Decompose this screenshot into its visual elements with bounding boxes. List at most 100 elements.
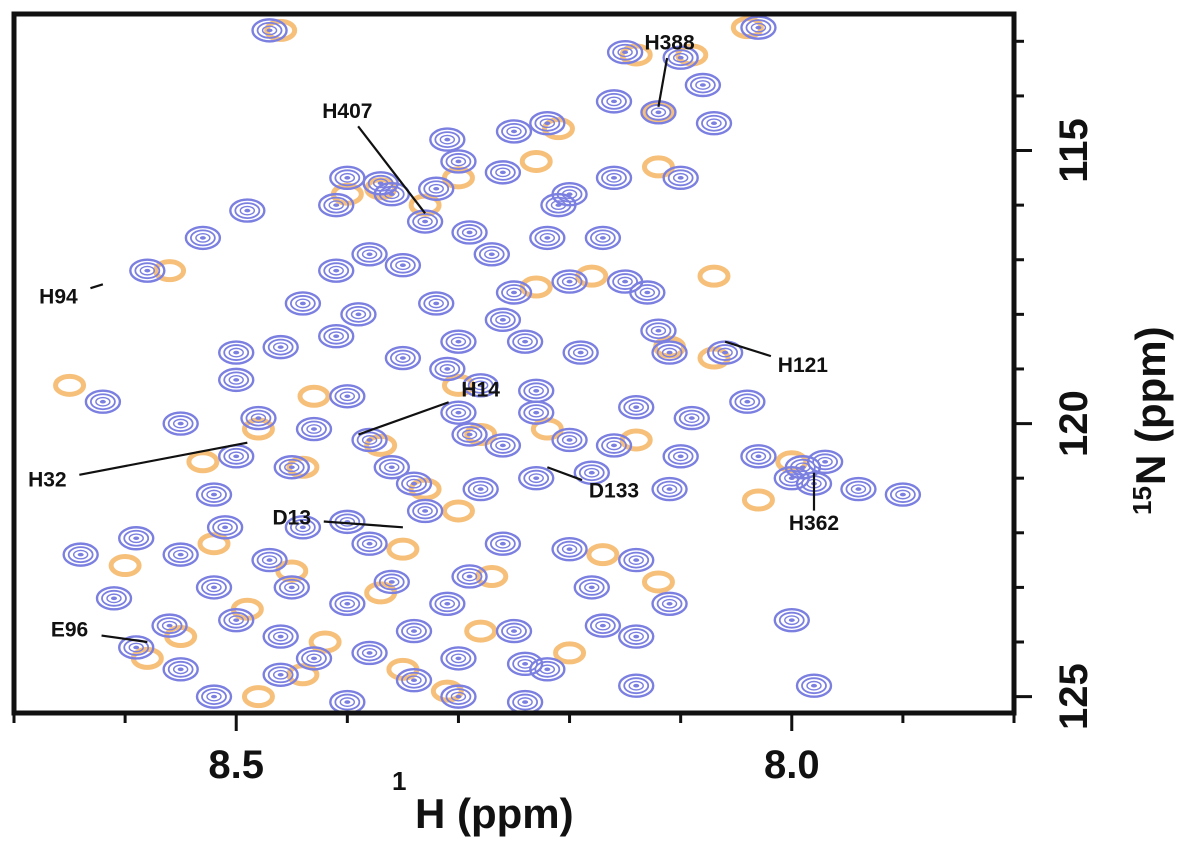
annotation-h407: H407	[322, 100, 426, 214]
peak-center	[599, 623, 606, 628]
peak-contour	[778, 611, 805, 629]
peak-contour	[795, 673, 833, 698]
peak-contour	[234, 202, 261, 219]
peak-contour	[206, 489, 222, 500]
peak-contour	[556, 273, 583, 290]
peak-contour	[384, 577, 400, 587]
peak-contour	[450, 691, 467, 702]
peak-contour	[667, 169, 694, 187]
peak-contour	[629, 280, 666, 305]
peak-contour	[601, 169, 627, 187]
peak-center	[677, 454, 684, 459]
peak-contour	[261, 25, 278, 36]
peak-contour	[806, 449, 844, 474]
peak-center	[899, 492, 906, 497]
peak-center	[288, 585, 295, 590]
peak-blue	[451, 564, 488, 589]
peak-contour	[534, 229, 561, 247]
peak-contour	[467, 376, 494, 394]
peak-contour	[184, 225, 222, 251]
annotation-h14: H14	[358, 378, 500, 436]
peak-contour	[617, 47, 633, 58]
peak-contour	[462, 373, 499, 398]
peak-center	[477, 383, 484, 388]
peak-contour	[434, 360, 461, 378]
peak-center	[433, 301, 440, 306]
peak-contour	[278, 458, 305, 476]
peak-contour	[740, 15, 777, 40]
peak-contour	[72, 549, 89, 560]
peak-contour	[662, 165, 699, 191]
peak-contour	[440, 646, 477, 671]
peak-blue	[84, 389, 122, 414]
peak-contour	[395, 618, 433, 644]
peak-contour	[345, 305, 372, 323]
peak-contour	[495, 538, 511, 549]
peak-contour	[645, 322, 672, 340]
peak-contour	[318, 192, 355, 218]
peak-contour	[239, 205, 256, 216]
peak-contour	[128, 533, 144, 544]
peak-orange	[297, 384, 331, 408]
peak-center	[99, 399, 106, 404]
peak-contour	[373, 182, 410, 207]
peak-contour	[739, 396, 756, 407]
peak-blue	[373, 569, 410, 595]
peak-contour	[445, 649, 472, 667]
peak-contour	[389, 256, 416, 274]
peak-contour	[378, 458, 405, 476]
peak-contour	[240, 405, 277, 431]
peak-center	[355, 312, 362, 317]
peak-contour	[278, 578, 305, 596]
peak-contour	[501, 284, 527, 301]
peak-contour	[206, 582, 222, 593]
peak-contour	[551, 427, 588, 453]
peak-contour	[461, 571, 478, 582]
peak-contour	[361, 435, 378, 445]
peak-blue	[440, 329, 477, 354]
peak-contour	[129, 258, 166, 283]
peak-contour	[272, 669, 289, 680]
peak-contour	[223, 447, 250, 465]
peak-blue	[451, 422, 488, 447]
peak-blue	[495, 618, 533, 644]
peak-contour	[517, 336, 533, 347]
peak-contour	[428, 298, 444, 309]
peak-contour	[606, 440, 622, 451]
peak-contour	[612, 43, 639, 61]
peak-contour	[673, 405, 710, 431]
peak-blue	[495, 280, 533, 305]
peak-blue	[651, 340, 688, 365]
peak-blue	[206, 515, 244, 540]
peak-contour	[606, 40, 644, 65]
peak-contour	[539, 664, 556, 675]
peak-center	[299, 301, 306, 306]
peak-center	[366, 541, 373, 546]
peak-contour	[612, 273, 639, 290]
peak-contour	[706, 340, 744, 365]
peak-contour	[734, 393, 761, 411]
peak-center	[177, 667, 184, 672]
peak-contour	[161, 620, 178, 631]
peak-center	[422, 219, 429, 224]
peak-contour	[623, 677, 650, 695]
peak-contour	[156, 617, 183, 635]
peak-contour	[172, 664, 189, 675]
peak-blue	[251, 547, 288, 573]
peak-contour	[339, 391, 356, 402]
peak-center	[277, 672, 284, 677]
peak-blue	[673, 405, 710, 431]
peak-center	[133, 536, 140, 541]
peak-contour	[695, 80, 711, 90]
peak-center	[655, 110, 662, 115]
peak-contour	[84, 389, 122, 414]
peak-blue	[573, 575, 610, 600]
peak-contour	[584, 225, 622, 251]
peak-center	[622, 50, 629, 55]
peak-orange	[241, 685, 275, 709]
peak-contour	[462, 476, 499, 502]
peak-contour	[512, 693, 539, 711]
peak-contour	[417, 506, 433, 516]
peak-contour	[351, 531, 388, 556]
peak-blue	[506, 689, 544, 713]
